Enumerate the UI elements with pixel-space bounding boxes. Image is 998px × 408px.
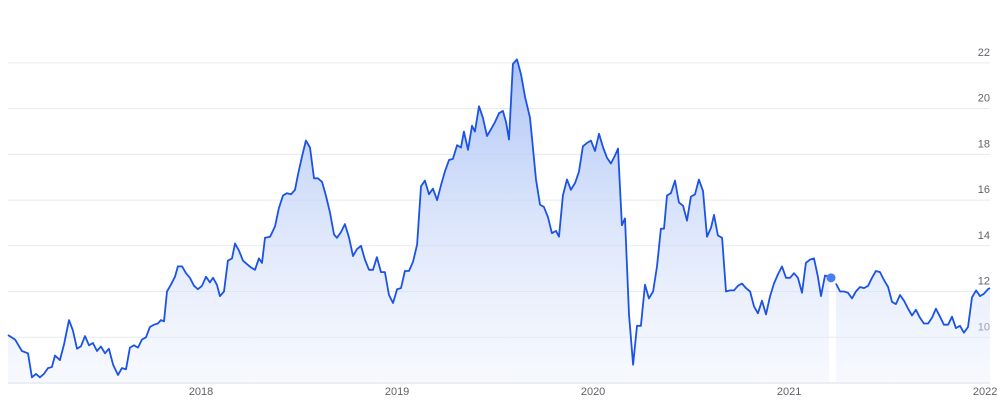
area <box>8 59 990 384</box>
current-marker <box>826 273 836 283</box>
x-tick-label: 2020 <box>581 386 605 398</box>
x-tick-label: 2019 <box>385 386 409 398</box>
x-tick-label: 2021 <box>777 386 801 398</box>
x-tick-label: 2018 <box>189 386 213 398</box>
y-tick-label: 16 <box>978 184 990 196</box>
y-tick-label: 18 <box>978 138 990 150</box>
y-tick-label: 22 <box>978 47 990 59</box>
y-tick-label: 12 <box>978 276 990 288</box>
x-tick-label: 2022 <box>973 386 997 398</box>
y-tick-label: 14 <box>978 230 990 242</box>
line <box>7 58 991 379</box>
y-tick-label: 20 <box>978 93 990 105</box>
